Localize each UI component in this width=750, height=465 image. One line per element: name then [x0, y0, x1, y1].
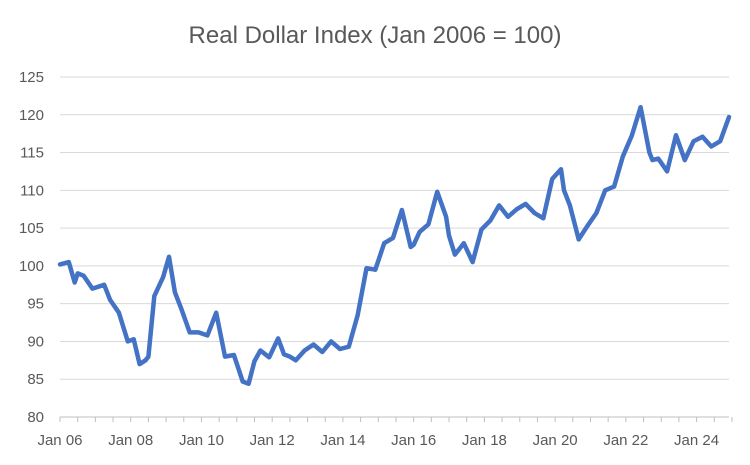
x-tick-label: Jan 10: [179, 432, 224, 449]
x-tick-label: Jan 14: [320, 432, 365, 449]
y-tick-labels: 80 85 90 95 100 105 110 115 120 125: [19, 69, 44, 426]
x-tick-label: Jan 08: [108, 432, 153, 449]
y-tick-label: 110: [20, 182, 44, 199]
y-tick-label: 90: [27, 333, 44, 350]
x-tick-label: Jan 06: [37, 432, 82, 449]
y-tick-label: 115: [20, 145, 44, 162]
x-tick-label: Jan 16: [391, 432, 436, 449]
y-tick-label: 100: [19, 258, 44, 275]
x-tick-label: Jan 12: [250, 432, 295, 449]
x-tick-label: Jan 24: [674, 432, 719, 449]
y-tick-label: 80: [27, 409, 44, 426]
x-tick-labels: Jan 06 Jan 08 Jan 10 Jan 12 Jan 14 Jan 16 Jan …: [37, 432, 719, 449]
series-line: [57, 104, 732, 387]
x-tick-label: Jan 18: [462, 432, 507, 449]
y-tick-label: 85: [27, 371, 44, 388]
y-tick-label: 125: [19, 69, 44, 86]
y-tick-label: 105: [19, 220, 44, 237]
x-ticks: [59, 417, 733, 422]
x-tick-label: Jan 22: [603, 432, 648, 449]
y-tick-label: 120: [19, 107, 44, 124]
chart-title: Real Dollar Index (Jan 2006 = 100): [189, 22, 562, 49]
y-tick-label: 95: [27, 296, 44, 313]
x-tick-label: Jan 20: [533, 432, 578, 449]
